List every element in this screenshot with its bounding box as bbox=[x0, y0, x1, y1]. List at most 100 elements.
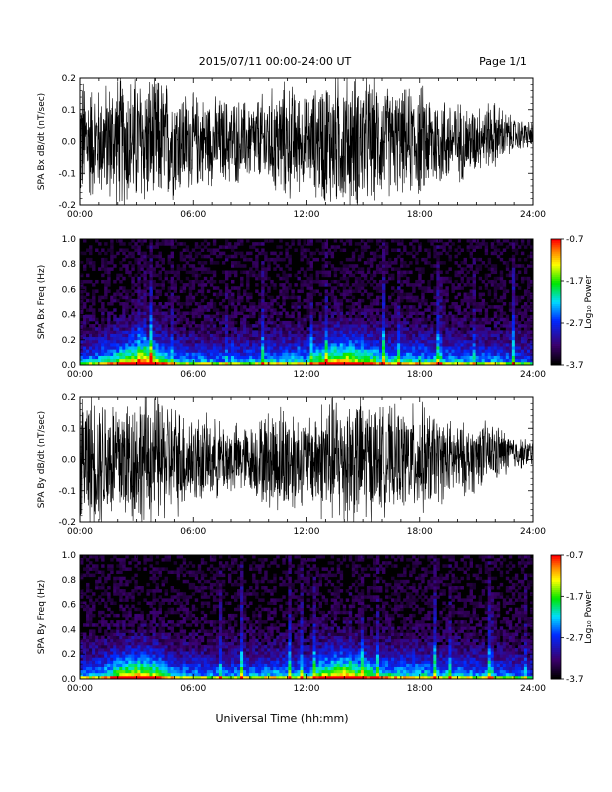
heatmap-cell bbox=[424, 298, 428, 303]
heatmap-cell bbox=[415, 320, 419, 325]
heatmap-cell bbox=[357, 336, 362, 341]
heatmap-cell bbox=[436, 308, 440, 312]
heatmap-cell bbox=[430, 289, 434, 293]
heatmap-cell bbox=[185, 245, 190, 249]
heatmap-cell bbox=[224, 327, 229, 331]
heatmap-cell bbox=[403, 311, 407, 315]
heatmap-cell bbox=[209, 305, 214, 309]
heatmap-cell bbox=[324, 346, 329, 350]
heatmap-cell bbox=[86, 308, 90, 312]
heatmap-cell bbox=[529, 324, 534, 328]
heatmap-cell bbox=[143, 361, 147, 366]
heatmap-cell bbox=[511, 270, 516, 275]
heatmap-cell bbox=[113, 336, 117, 341]
heatmap-cell bbox=[312, 289, 316, 293]
heatmap-cell bbox=[375, 239, 380, 243]
heatmap-cell bbox=[309, 295, 313, 300]
heatmap-cell bbox=[182, 342, 187, 347]
heatmap-cell bbox=[300, 324, 304, 328]
colorbar-swatch bbox=[551, 318, 561, 322]
heatmap-cell bbox=[306, 248, 310, 252]
heatmap-cell bbox=[415, 342, 419, 347]
heatmap-cell bbox=[378, 267, 383, 271]
heatmap-cell bbox=[197, 358, 202, 363]
heatmap-cell bbox=[252, 324, 256, 328]
heatmap-cell bbox=[125, 346, 129, 350]
heatmap-cell bbox=[375, 267, 380, 271]
heatmap-cell bbox=[258, 355, 262, 360]
heatmap-cell bbox=[273, 342, 277, 347]
heatmap-cell bbox=[113, 295, 117, 300]
heatmap-cell bbox=[95, 567, 99, 571]
heatmap-cell bbox=[430, 242, 434, 246]
heatmap-cell bbox=[526, 349, 531, 353]
heatmap-cell bbox=[270, 324, 274, 328]
heatmap-cell bbox=[385, 333, 389, 338]
heatmap-cell bbox=[496, 239, 501, 243]
heatmap-cell bbox=[119, 273, 123, 278]
heatmap-cell bbox=[496, 308, 501, 312]
heatmap-cell bbox=[523, 349, 528, 353]
heatmap-cell bbox=[330, 286, 335, 290]
heatmap-cell bbox=[342, 346, 347, 350]
heatmap-cell bbox=[324, 273, 329, 278]
heatmap-cell bbox=[306, 308, 310, 312]
heatmap-cell bbox=[366, 270, 371, 275]
heatmap-cell bbox=[243, 355, 247, 360]
heatmap-cell bbox=[433, 239, 437, 243]
heatmap-cell bbox=[382, 352, 386, 356]
heatmap-cell bbox=[469, 311, 473, 315]
heatmap-cell bbox=[472, 239, 477, 243]
heatmap-cell bbox=[487, 279, 492, 284]
heatmap-cell bbox=[369, 283, 374, 287]
heatmap-cell bbox=[276, 314, 280, 319]
heatmap-cell bbox=[231, 264, 235, 268]
heatmap-cell bbox=[131, 339, 135, 344]
heatmap-cell bbox=[119, 242, 123, 246]
heatmap-cell bbox=[176, 358, 181, 363]
heatmap-cell bbox=[412, 355, 416, 360]
heatmap-cell bbox=[137, 352, 141, 356]
heatmap-cell bbox=[457, 324, 461, 328]
heatmap-cell bbox=[128, 592, 132, 596]
heatmap-cell bbox=[252, 352, 256, 356]
heatmap-cell bbox=[113, 666, 117, 671]
heatmap-cell bbox=[433, 346, 437, 350]
heatmap-cell bbox=[469, 333, 473, 338]
heatmap-cell bbox=[291, 242, 295, 246]
heatmap-cell bbox=[224, 308, 229, 312]
heatmap-cell bbox=[345, 330, 350, 334]
heatmap-cell bbox=[110, 352, 114, 356]
heatmap-cell bbox=[348, 289, 353, 293]
heatmap-cell bbox=[179, 330, 184, 334]
heatmap-cell bbox=[264, 292, 268, 297]
heatmap-cell bbox=[406, 361, 410, 366]
heatmap-cell bbox=[128, 273, 132, 278]
heatmap-cell bbox=[360, 339, 365, 344]
heatmap-cell bbox=[140, 330, 144, 334]
heatmap-cell bbox=[303, 283, 307, 287]
heatmap-cell bbox=[146, 292, 150, 297]
heatmap-cell bbox=[315, 276, 319, 281]
heatmap-cell bbox=[523, 358, 528, 363]
heatmap-cell bbox=[391, 267, 395, 271]
heatmap-cell bbox=[80, 638, 84, 643]
heatmap-cell bbox=[397, 279, 401, 284]
heatmap-cell bbox=[511, 261, 516, 265]
heatmap-cell bbox=[92, 654, 96, 658]
heatmap-cell bbox=[493, 248, 498, 252]
heatmap-cell bbox=[375, 320, 380, 325]
heatmap-cell bbox=[218, 355, 223, 360]
heatmap-cell bbox=[394, 330, 398, 334]
heatmap-cell bbox=[125, 358, 129, 363]
heatmap-cell bbox=[197, 311, 202, 315]
heatmap-cell bbox=[412, 295, 416, 300]
heatmap-cell bbox=[176, 336, 181, 341]
heatmap-cell bbox=[394, 355, 398, 360]
heatmap-cell bbox=[86, 675, 90, 680]
heatmap-cell bbox=[221, 355, 226, 360]
heatmap-cell bbox=[188, 327, 193, 331]
heatmap-cell bbox=[454, 305, 458, 309]
heatmap-cell bbox=[173, 314, 178, 319]
heatmap-cell bbox=[264, 314, 268, 319]
